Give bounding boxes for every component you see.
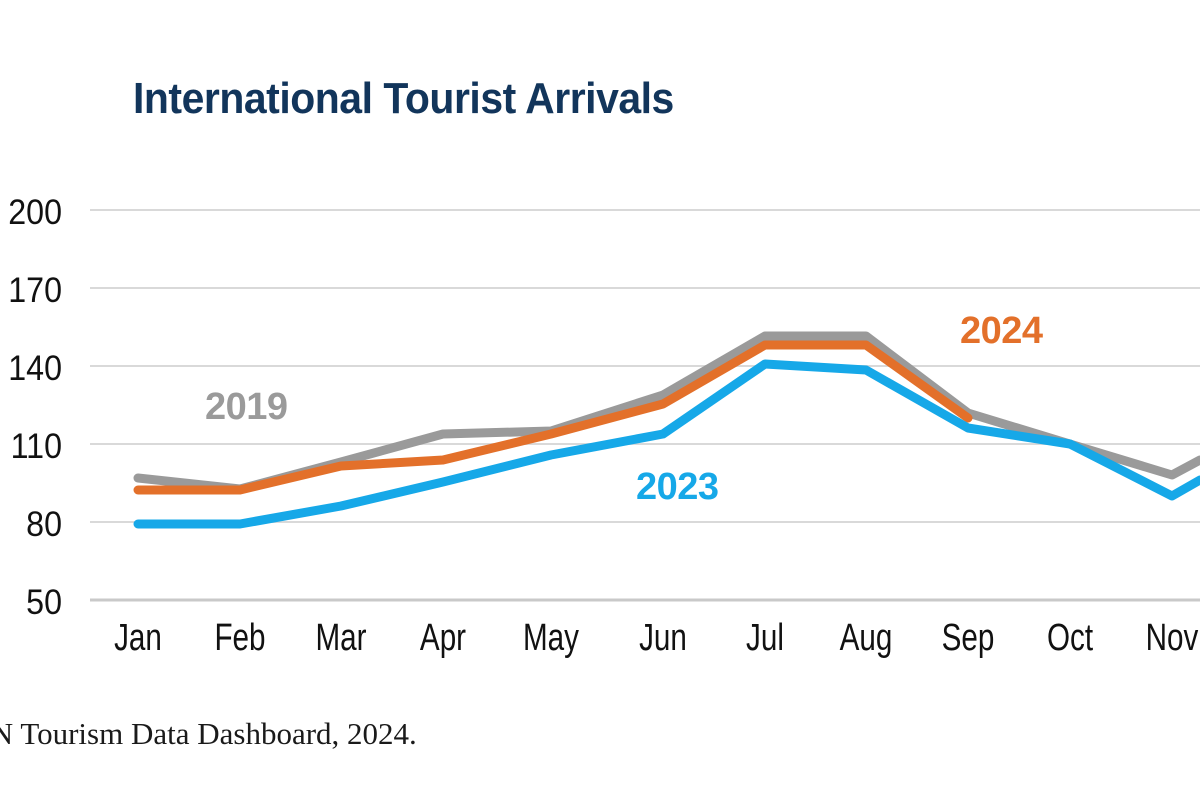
x-tick-label-sep: Sep — [941, 617, 995, 659]
x-tick-label-mar: Mar — [315, 617, 367, 659]
x-tick-label-oct: Oct — [1046, 617, 1094, 659]
series-label-2019: 2019 — [205, 386, 288, 428]
y-tick-label-80: 80 — [26, 505, 62, 544]
page-title: International Tourist Arrivals — [133, 74, 674, 123]
x-tick-label-jun: Jun — [639, 617, 687, 659]
series-label-2023: 2023 — [636, 466, 719, 508]
x-tick-label-may: May — [522, 617, 579, 659]
series-label-2024: 2024 — [960, 310, 1043, 352]
y-tick-label-170: 170 — [8, 271, 63, 310]
y-tick-label-110: 110 — [10, 427, 62, 466]
series-line-2024 — [133, 340, 973, 495]
x-tick-label-apr: Apr — [419, 617, 467, 659]
y-tick-label-200: 200 — [8, 193, 63, 232]
x-tick-label-jul: Jul — [746, 617, 784, 659]
x-tick-label-jan: Jan — [114, 617, 162, 659]
series-line-2023 — [133, 359, 1200, 529]
x-tick-label-feb: Feb — [214, 617, 266, 659]
y-tick-label-140: 140 — [8, 349, 63, 388]
source-note: : UN Tourism Data Dashboard, 2024. — [0, 716, 417, 751]
x-tick-label-aug: Aug — [839, 617, 893, 659]
x-tick-label-nov: Nov — [1145, 617, 1199, 659]
y-tick-label-50: 50 — [26, 583, 62, 622]
